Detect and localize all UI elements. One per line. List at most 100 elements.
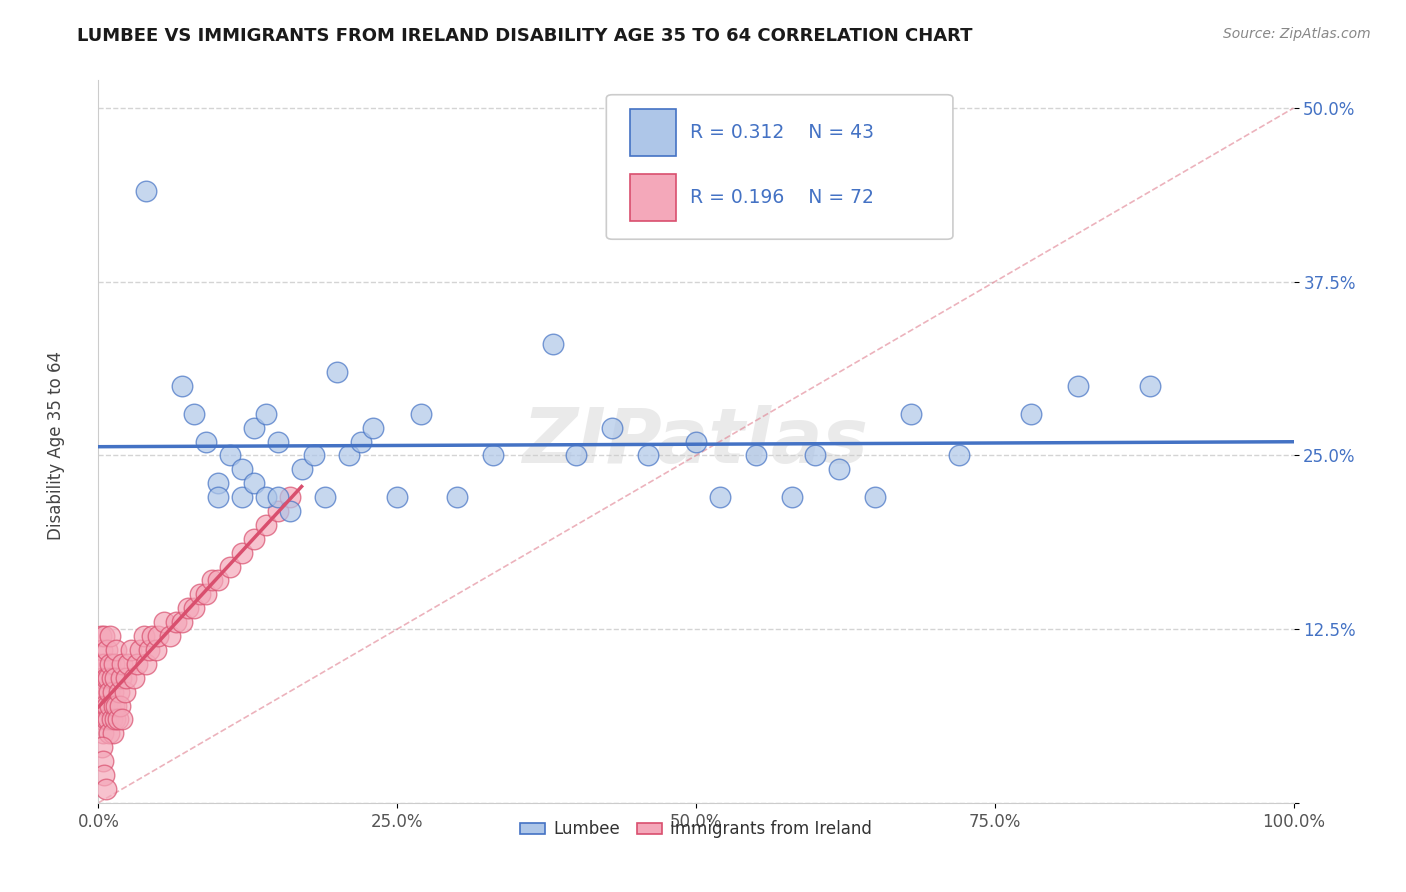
Point — [267, 490, 290, 504]
Point — [104, 671, 127, 685]
Point — [411, 407, 433, 421]
Point — [100, 713, 122, 727]
Point — [267, 504, 290, 518]
Point — [219, 559, 242, 574]
Text: Disability Age 35 to 64: Disability Age 35 to 64 — [48, 351, 65, 541]
Point — [111, 713, 134, 727]
Point — [948, 449, 970, 463]
Point — [201, 574, 224, 588]
Point — [302, 449, 325, 463]
Point — [97, 671, 120, 685]
Point — [111, 657, 134, 671]
Point — [565, 449, 588, 463]
FancyBboxPatch shape — [630, 109, 676, 156]
Point — [481, 449, 505, 463]
Point — [219, 449, 242, 463]
Text: ZIPatlas: ZIPatlas — [523, 405, 869, 478]
Point — [183, 407, 205, 421]
Point — [90, 629, 112, 643]
Point — [243, 476, 266, 491]
Point — [107, 684, 129, 698]
Point — [1067, 379, 1090, 393]
Point — [363, 420, 385, 434]
Point — [195, 434, 218, 449]
Point — [101, 726, 124, 740]
Point — [132, 629, 155, 643]
Point — [98, 657, 122, 671]
Point — [135, 185, 157, 199]
Point — [254, 490, 277, 504]
Point — [195, 587, 218, 601]
Point — [107, 713, 129, 727]
Point — [207, 490, 229, 504]
Point — [350, 434, 373, 449]
Point — [96, 698, 118, 713]
Point — [541, 337, 564, 351]
Point — [1019, 407, 1042, 421]
Point — [91, 754, 114, 768]
Point — [339, 449, 361, 463]
Point — [145, 643, 167, 657]
Point — [93, 629, 115, 643]
Point — [207, 476, 229, 491]
Point — [602, 420, 624, 434]
Point — [114, 684, 136, 698]
Point — [97, 713, 120, 727]
Point — [105, 643, 128, 657]
Point — [172, 615, 194, 630]
Point — [91, 671, 114, 685]
Point — [98, 726, 121, 740]
Point — [267, 434, 290, 449]
Point — [183, 601, 205, 615]
Point — [124, 671, 146, 685]
Text: R = 0.196    N = 72: R = 0.196 N = 72 — [690, 188, 875, 207]
Point — [108, 698, 131, 713]
Point — [231, 546, 253, 560]
Point — [745, 449, 768, 463]
Point — [96, 643, 118, 657]
Point — [98, 684, 121, 698]
Point — [804, 449, 827, 463]
Point — [91, 684, 114, 698]
Point — [188, 587, 211, 601]
Point — [91, 713, 114, 727]
Point — [159, 629, 181, 643]
Point — [105, 698, 128, 713]
Point — [254, 517, 277, 532]
Point — [93, 657, 115, 671]
Point — [101, 684, 124, 698]
Point — [315, 490, 337, 504]
Point — [828, 462, 851, 476]
Point — [153, 615, 176, 630]
Point — [94, 671, 117, 685]
Point — [243, 420, 266, 434]
Point — [89, 684, 111, 698]
Point — [780, 490, 803, 504]
Point — [117, 657, 139, 671]
Text: LUMBEE VS IMMIGRANTS FROM IRELAND DISABILITY AGE 35 TO 64 CORRELATION CHART: LUMBEE VS IMMIGRANTS FROM IRELAND DISABI… — [77, 27, 973, 45]
Point — [148, 629, 170, 643]
Point — [207, 574, 229, 588]
Point — [278, 504, 301, 518]
Point — [243, 532, 266, 546]
Point — [446, 490, 468, 504]
Point — [637, 449, 659, 463]
Point — [172, 379, 194, 393]
Legend: Lumbee, Immigrants from Ireland: Lumbee, Immigrants from Ireland — [513, 814, 879, 845]
Point — [125, 657, 148, 671]
Point — [98, 698, 122, 713]
Point — [103, 698, 125, 713]
Point — [100, 671, 122, 685]
Point — [231, 462, 253, 476]
Point — [1139, 379, 1161, 393]
Point — [135, 657, 157, 671]
Point — [231, 490, 253, 504]
FancyBboxPatch shape — [630, 174, 676, 221]
Point — [165, 615, 187, 630]
Point — [900, 407, 922, 421]
Point — [177, 601, 200, 615]
Point — [91, 643, 114, 657]
Point — [103, 657, 125, 671]
Point — [129, 643, 152, 657]
Text: R = 0.312    N = 43: R = 0.312 N = 43 — [690, 123, 875, 142]
